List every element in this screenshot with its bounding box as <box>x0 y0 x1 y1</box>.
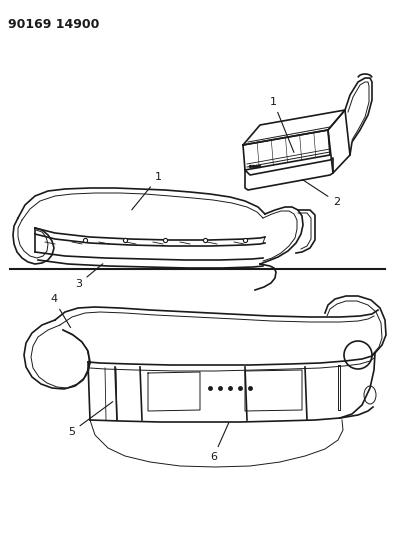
Text: 1: 1 <box>132 172 162 210</box>
Text: 90169 14900: 90169 14900 <box>8 18 99 31</box>
Text: 5: 5 <box>68 402 113 437</box>
Text: 4: 4 <box>50 294 71 328</box>
Text: 6: 6 <box>210 423 229 462</box>
Text: 2: 2 <box>303 180 340 207</box>
Text: 1: 1 <box>270 97 294 152</box>
Text: 3: 3 <box>75 264 103 289</box>
